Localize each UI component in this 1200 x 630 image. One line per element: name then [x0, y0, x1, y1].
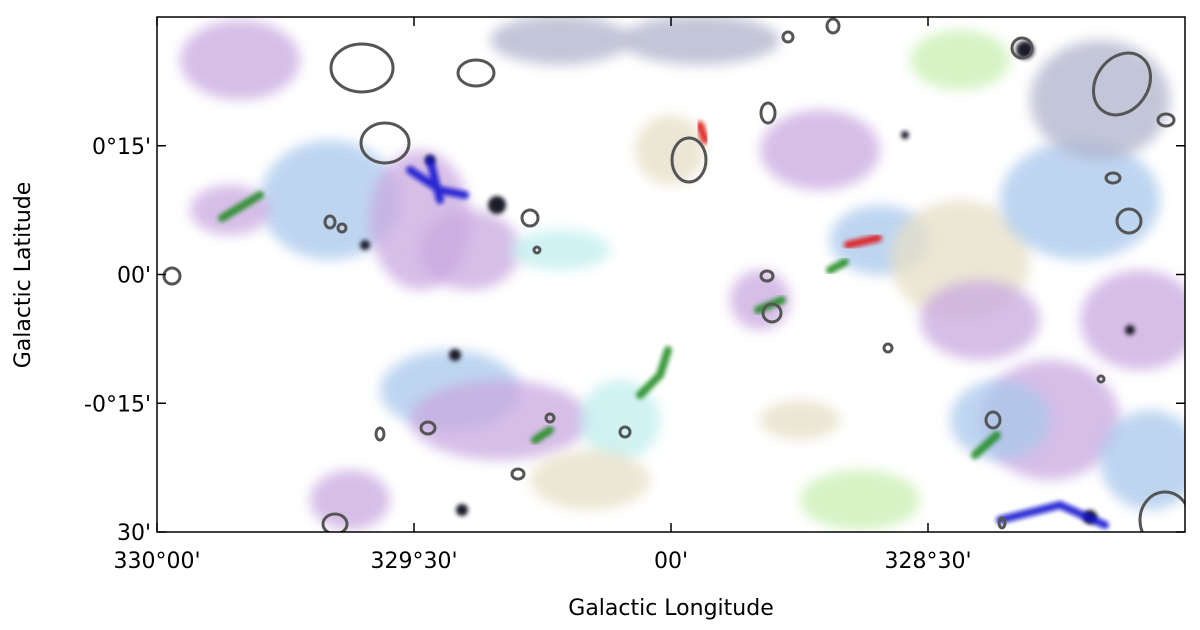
- dark-source: [1125, 325, 1135, 335]
- tracer-stroke: [218, 191, 264, 222]
- emission-blob: [420, 210, 520, 290]
- x-tick-label: 00': [654, 549, 688, 574]
- emission-blob: [1000, 140, 1160, 260]
- source-ellipse: [359, 121, 411, 165]
- source-ellipse: [1092, 51, 1152, 117]
- y-axis-label: Galactic Latitude: [11, 182, 36, 369]
- dark-source: [456, 504, 468, 516]
- x-axis-label: Galactic Longitude: [568, 596, 773, 621]
- emission-blob: [260, 140, 400, 260]
- source-ellipse: [510, 467, 526, 481]
- tracer-stroke: [996, 500, 1109, 529]
- source-ellipse: [329, 42, 395, 94]
- emission-blob: [580, 380, 660, 460]
- tracer-stroke: [826, 258, 849, 274]
- source-ellipse: [323, 214, 337, 230]
- source-ellipse: [336, 222, 348, 234]
- emission-blob: [180, 20, 300, 100]
- source-ellipse: [670, 136, 708, 184]
- tracer-stroke: [636, 346, 672, 399]
- emission-blob: [800, 470, 920, 530]
- emission-blob: [1080, 270, 1185, 370]
- source-ellipse: [997, 516, 1007, 530]
- dark-source: [449, 349, 461, 361]
- source-ellipse: [781, 30, 795, 44]
- emission-blob: [530, 450, 650, 510]
- source-ellipse: [1010, 36, 1034, 60]
- emission-blob: [620, 17, 780, 65]
- emission-blob: [730, 270, 790, 330]
- x-tick-label: 328°30': [884, 549, 971, 574]
- tracer-stroke: [406, 156, 469, 204]
- source-ellipse: [882, 342, 894, 354]
- emission-blob: [635, 115, 705, 185]
- sky-image: [162, 17, 1185, 532]
- tracer-stroke: [844, 234, 882, 249]
- tracer-stroke: [696, 121, 709, 144]
- source-ellipse: [759, 101, 777, 125]
- emission-blob: [1030, 40, 1170, 160]
- tracer-stroke: [971, 431, 1001, 459]
- x-tick-label: 330°00': [113, 549, 200, 574]
- y-tick-label: 30': [117, 521, 151, 546]
- source-ellipse: [618, 425, 632, 439]
- source-ellipse: [456, 58, 496, 88]
- source-ellipse: [1096, 374, 1106, 384]
- source-ellipse: [419, 420, 437, 436]
- source-ellipse: [162, 266, 182, 286]
- y-tick-label: 00': [117, 264, 151, 289]
- emission-blob: [760, 110, 880, 190]
- dark-source: [360, 240, 370, 250]
- emission-blob: [410, 380, 590, 460]
- emission-blob: [920, 280, 1040, 360]
- source-ellipse: [759, 269, 775, 283]
- source-ellipse: [544, 412, 556, 424]
- source-ellipse: [374, 426, 386, 442]
- source-ellipse: [1115, 207, 1143, 235]
- y-tick-label: -0°15': [84, 392, 151, 417]
- emission-blob: [490, 17, 630, 65]
- tracer-stroke: [531, 426, 554, 444]
- source-ellipse: [321, 512, 349, 532]
- source-ellipse: [984, 410, 1002, 430]
- source-ellipse: [532, 245, 542, 255]
- emission-blob: [760, 400, 840, 440]
- source-ellipse: [825, 17, 841, 35]
- source-ellipse: [1138, 490, 1185, 532]
- y-tick-label: 0°15': [92, 135, 151, 160]
- dark-source: [901, 131, 909, 139]
- emission-blob: [510, 230, 610, 270]
- source-ellipse: [761, 302, 783, 324]
- x-tick-label: 329°30': [370, 549, 457, 574]
- emission-blob: [910, 30, 1010, 90]
- source-ellipse: [520, 208, 540, 228]
- source-ellipse: [1156, 112, 1176, 128]
- dark-source: [488, 196, 506, 214]
- source-ellipse: [1104, 171, 1122, 185]
- emission-blob: [1100, 410, 1185, 510]
